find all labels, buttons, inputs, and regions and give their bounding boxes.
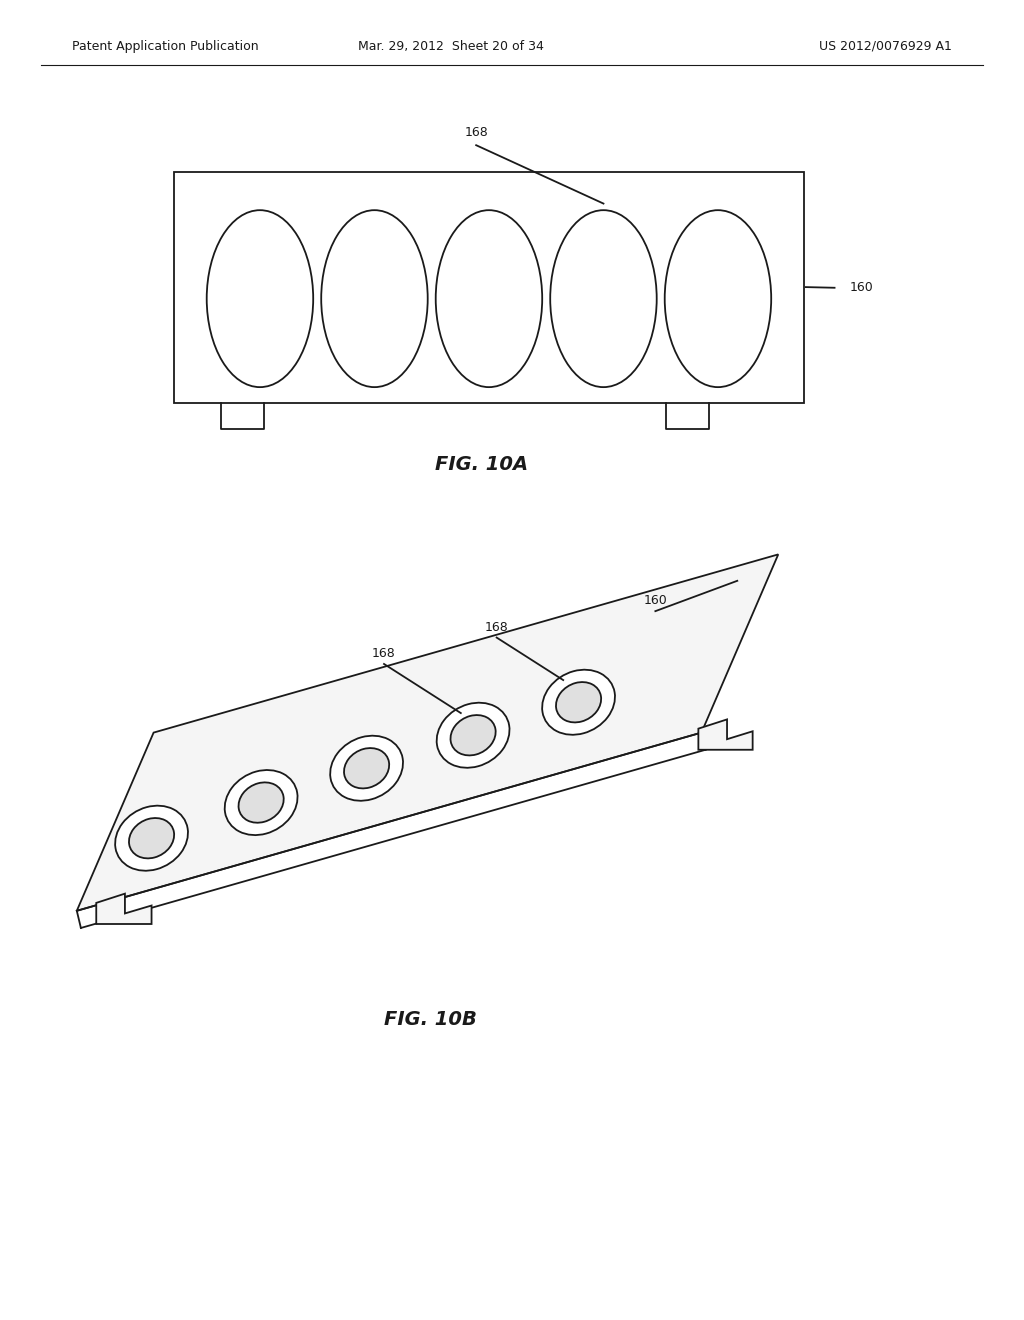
Text: 168: 168 xyxy=(372,647,396,660)
Text: 168: 168 xyxy=(484,620,509,634)
Ellipse shape xyxy=(665,210,771,387)
Ellipse shape xyxy=(436,702,510,768)
Ellipse shape xyxy=(115,805,188,871)
Ellipse shape xyxy=(207,210,313,387)
Polygon shape xyxy=(698,719,753,750)
Ellipse shape xyxy=(556,682,601,722)
Polygon shape xyxy=(96,894,152,924)
Ellipse shape xyxy=(330,735,403,801)
Text: FIG. 10A: FIG. 10A xyxy=(435,455,527,474)
Text: FIG. 10B: FIG. 10B xyxy=(384,1010,476,1028)
Ellipse shape xyxy=(224,770,298,836)
Text: Patent Application Publication: Patent Application Publication xyxy=(72,40,258,53)
Ellipse shape xyxy=(129,818,174,858)
Ellipse shape xyxy=(550,210,656,387)
Text: 160: 160 xyxy=(850,281,873,294)
Bar xyxy=(174,172,804,403)
Text: US 2012/0076929 A1: US 2012/0076929 A1 xyxy=(819,40,952,53)
Ellipse shape xyxy=(451,715,496,755)
Text: 160: 160 xyxy=(643,594,668,607)
Polygon shape xyxy=(77,554,778,911)
Text: 168: 168 xyxy=(464,125,488,139)
Ellipse shape xyxy=(322,210,428,387)
Ellipse shape xyxy=(542,669,615,735)
Ellipse shape xyxy=(436,210,543,387)
Ellipse shape xyxy=(344,748,389,788)
Ellipse shape xyxy=(239,783,284,822)
Text: Mar. 29, 2012  Sheet 20 of 34: Mar. 29, 2012 Sheet 20 of 34 xyxy=(357,40,544,53)
